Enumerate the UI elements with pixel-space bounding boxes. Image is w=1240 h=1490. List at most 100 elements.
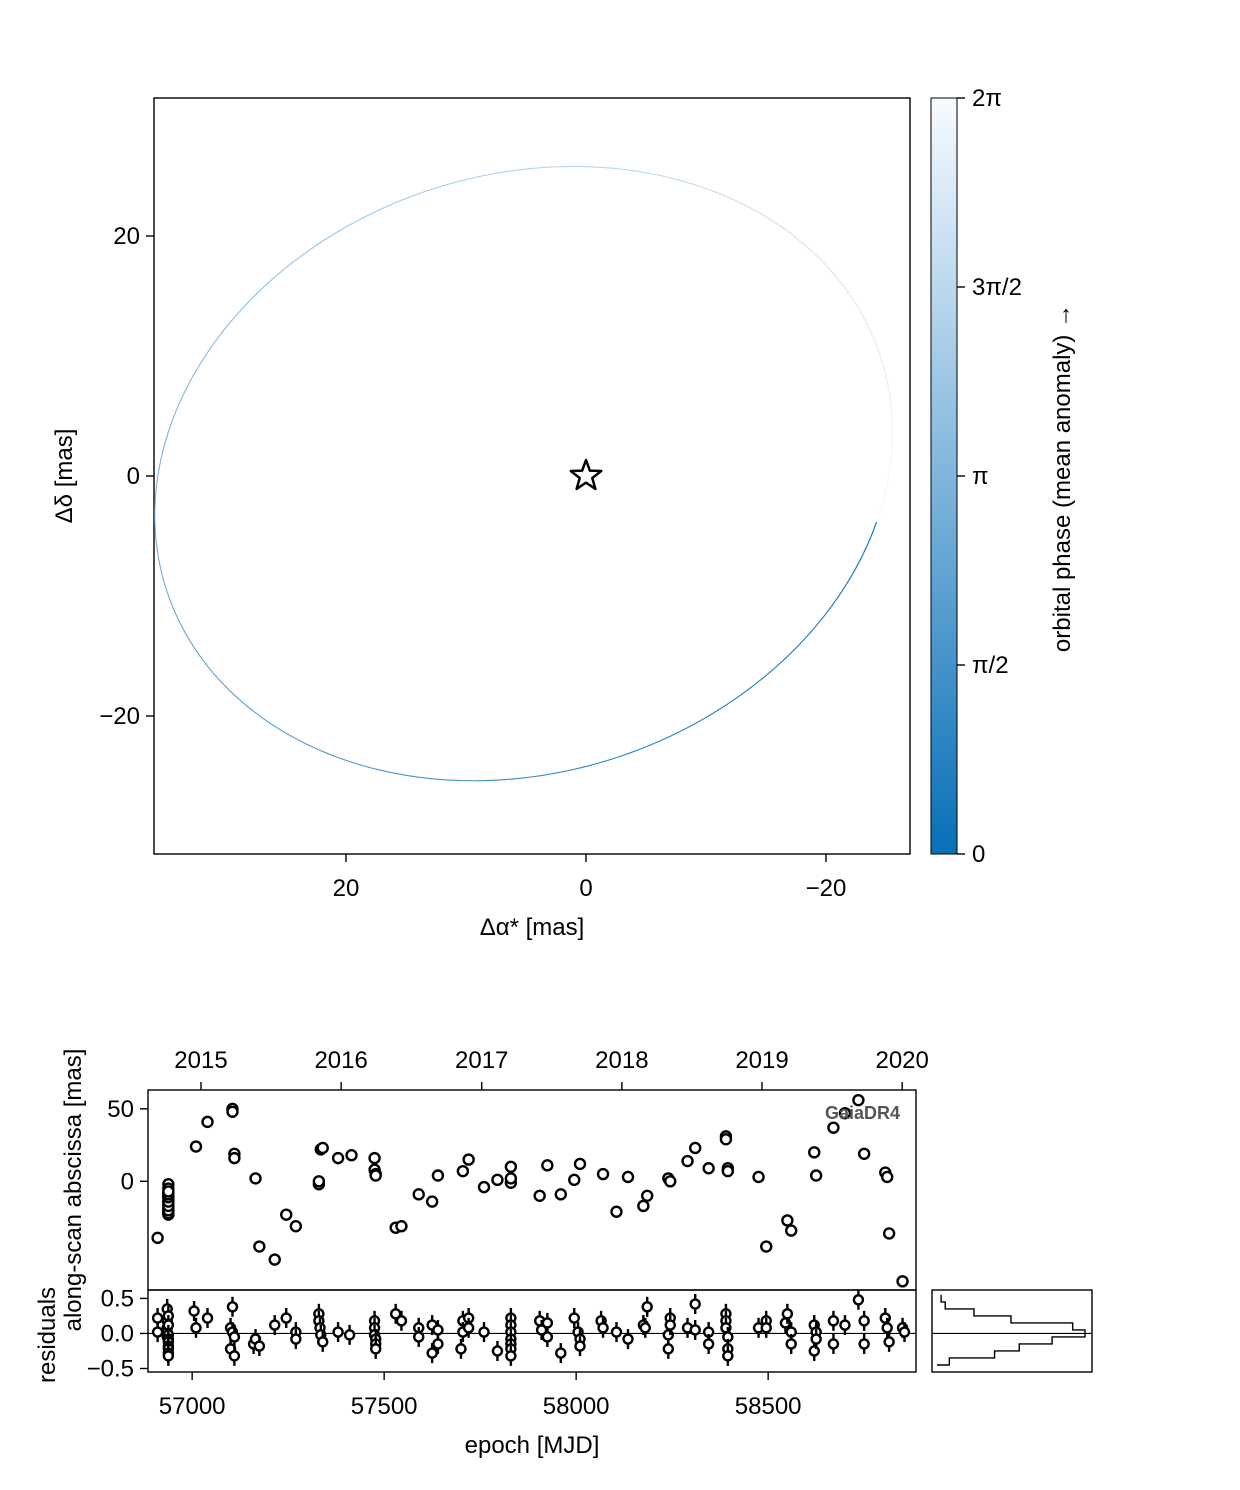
orbit-segment <box>878 505 883 515</box>
orbit-segment <box>653 739 663 745</box>
orbit-segment <box>215 333 222 342</box>
orbit-segment <box>817 256 824 263</box>
abscissa-point <box>312 1175 326 1188</box>
residual-point <box>641 1301 653 1313</box>
abscissa-point <box>573 1157 587 1171</box>
orbit-segment <box>430 186 440 191</box>
orbit-segment <box>745 684 755 692</box>
residual-point <box>702 1338 715 1350</box>
abscissa-point <box>345 1149 358 1162</box>
year-tick-label: 2020 <box>875 1047 928 1074</box>
colorbar-gradient <box>930 97 958 855</box>
residual-point <box>839 1319 851 1331</box>
orbit-segment <box>697 716 707 723</box>
orbit-segment <box>889 394 892 403</box>
abscissa-point <box>533 1189 546 1202</box>
residual-point <box>541 1317 554 1329</box>
residual-point <box>622 1333 634 1345</box>
orbit-segment <box>162 441 167 450</box>
orbit-segment <box>588 762 599 767</box>
orbit-segment <box>559 769 570 773</box>
orbit-segment <box>883 489 887 499</box>
orbit-segment <box>402 195 413 201</box>
orbit-segment <box>869 529 875 538</box>
orbit-segment <box>831 598 838 607</box>
orbit-segment <box>439 183 450 188</box>
orbit-segment <box>264 279 272 287</box>
orbit-segment <box>300 250 309 257</box>
orbit-segment <box>158 560 162 569</box>
abscissa-point <box>808 1146 821 1159</box>
orbit-segment <box>328 753 338 758</box>
abscissa-point <box>760 1240 773 1253</box>
abscissa-point <box>249 1172 262 1185</box>
epoch-tick-label: 57000 <box>159 1393 226 1420</box>
orbit-segment <box>860 313 866 321</box>
abscissa-point <box>541 1159 554 1172</box>
abscissa-point <box>331 1151 345 1165</box>
orbit-segment <box>200 355 206 364</box>
orbit-x-tick-label: 0 <box>579 875 592 902</box>
abscissa-point <box>852 1093 865 1107</box>
abscissa-point <box>641 1189 654 1202</box>
histogram-frame <box>931 1289 1093 1373</box>
orbit-segment <box>866 537 871 546</box>
orbit-segment <box>885 481 889 491</box>
residual-point <box>722 1350 734 1362</box>
orbit-segment <box>212 672 219 680</box>
orbit-segment <box>271 273 279 281</box>
orbit-segment <box>881 497 885 507</box>
abscissa-point <box>719 1133 733 1146</box>
orbit-segment <box>879 356 884 364</box>
abscissa-point <box>809 1169 823 1182</box>
residual-point <box>413 1331 425 1343</box>
abscissa-point <box>882 1227 896 1240</box>
abscissa-y-label: along-scan abscissa [mas] <box>60 1049 87 1332</box>
orbit-segment <box>173 409 178 418</box>
orbit-segment <box>521 776 532 779</box>
year-tick-label: 2018 <box>595 1047 648 1074</box>
orbit-segment <box>738 690 747 698</box>
residuals-panel: −0.5 0.0 0.5 57000 57500 58000 58500 epoch [M… <box>34 1049 917 1459</box>
orbit-segment <box>247 706 255 713</box>
orbit-segment <box>768 666 777 674</box>
orbit-segment <box>179 393 185 402</box>
orbit-segment <box>231 312 239 321</box>
orbit-segment <box>312 746 322 752</box>
orbit-segment <box>530 775 541 778</box>
abscissa-point <box>785 1224 798 1237</box>
abscissa-point <box>702 1162 715 1175</box>
orbit-segment <box>578 765 589 769</box>
orbit-x-ticks: 20 0 −20 <box>333 854 846 902</box>
orbit-segment <box>734 199 743 205</box>
star-marker <box>569 458 603 491</box>
orbit-segment <box>771 220 780 226</box>
residual-point <box>505 1350 517 1362</box>
orbit-segment <box>353 762 363 767</box>
residual-point <box>151 1326 164 1338</box>
orbit-segment <box>282 730 291 736</box>
orbit-segment <box>167 425 172 434</box>
residual-point <box>555 1347 567 1359</box>
residual-point <box>610 1326 623 1338</box>
residuals-frame <box>147 1289 917 1373</box>
orbit-segment <box>407 774 417 778</box>
orbit-segment <box>814 620 822 628</box>
residual-point <box>568 1312 580 1324</box>
abscissa-point <box>395 1220 408 1233</box>
residuals-y-ticks: −0.5 0.0 0.5 <box>87 1285 148 1382</box>
residual-point <box>662 1329 675 1341</box>
orbit-segment <box>644 743 654 748</box>
abscissa-point <box>462 1153 475 1166</box>
orbit-segment <box>157 465 161 474</box>
abscissa-point <box>568 1173 581 1187</box>
orbit-frame <box>153 97 911 855</box>
orbit-segment <box>506 169 517 173</box>
abscissa-point <box>477 1180 491 1194</box>
residual-point <box>827 1315 840 1327</box>
orbit-segment <box>782 653 790 662</box>
residual-point <box>760 1322 772 1334</box>
orbit-segment <box>332 229 342 236</box>
residuals-y-tick-label: −0.5 <box>87 1355 134 1382</box>
